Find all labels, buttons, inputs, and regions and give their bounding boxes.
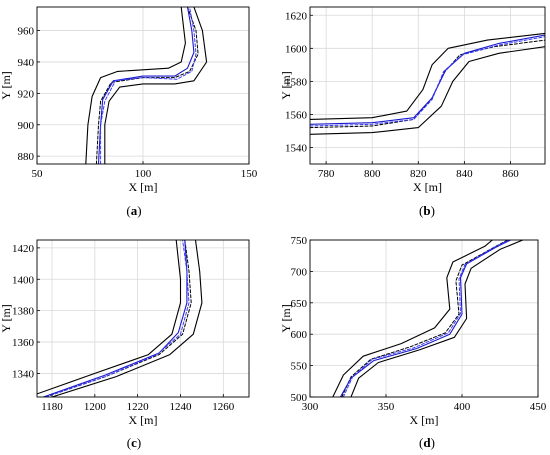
y-tick-label: 650 xyxy=(291,298,308,310)
y-tick-label: 1400 xyxy=(12,274,35,286)
y-tick-label: 1380 xyxy=(12,306,35,318)
y-tick-label: 1540 xyxy=(285,142,308,154)
axes-box xyxy=(36,239,250,398)
x-tick-label: 1240 xyxy=(169,401,192,413)
x-tick-label: 400 xyxy=(454,401,471,413)
x-tick-label: 50 xyxy=(32,168,44,180)
y-tick-label: 500 xyxy=(291,392,308,404)
y-axis-label: Y [m] xyxy=(0,304,13,333)
x-tick-label: 860 xyxy=(502,168,519,180)
panel-d: 300 350 400 450 500 550 600 650 700 750 X [m] Y [m]… xyxy=(279,235,547,450)
series-line-black-solid xyxy=(85,7,186,164)
y-tick-label: 1560 xyxy=(285,109,308,121)
series-line-black-solid xyxy=(104,7,208,164)
y-tick-label: 900 xyxy=(18,120,35,132)
panel-caption: (d) xyxy=(419,435,435,450)
y-tick-label: 1580 xyxy=(285,76,308,88)
y-axis-label: Y [m] xyxy=(279,71,293,100)
y-tick-label: 750 xyxy=(291,235,308,247)
y-tick-label: 940 xyxy=(18,57,35,69)
series-line-blue-dashed xyxy=(342,240,510,397)
x-axis-label: X [m] xyxy=(410,413,439,427)
x-tick-label: 1180 xyxy=(41,401,63,413)
y-tick-label: 550 xyxy=(291,361,308,373)
series-line-black-solid xyxy=(51,240,203,397)
x-tick-label: 840 xyxy=(456,168,473,180)
y-tick-label: 1360 xyxy=(12,337,35,349)
y-tick-label: 1340 xyxy=(12,368,35,380)
panel-caption: (a) xyxy=(126,203,141,218)
panel-caption: (b) xyxy=(419,203,435,218)
series-line-blue-dashed xyxy=(45,240,190,397)
x-tick-label: 150 xyxy=(241,168,258,180)
y-axis-label: Y [m] xyxy=(279,304,293,333)
series-line-blue-dashed xyxy=(310,36,545,127)
series-group xyxy=(310,32,545,135)
x-tick-label: 1260 xyxy=(212,401,235,413)
y-tick-label: 700 xyxy=(291,266,308,278)
y-tick-label: 960 xyxy=(18,26,35,38)
series-line-blue-solid xyxy=(339,240,512,397)
y-tick-label: 600 xyxy=(291,329,308,341)
x-tick-label: 300 xyxy=(302,401,319,413)
series-line-black-solid xyxy=(37,240,182,395)
y-tick-label: 880 xyxy=(18,151,35,163)
panel-b: 780 800 820 840 860 1540 1560 1580 1600 1620 X [m]… xyxy=(279,6,546,218)
series-line-blue-solid xyxy=(97,7,195,164)
y-tick-label: 920 xyxy=(18,88,35,100)
series-group xyxy=(37,240,203,397)
x-tick-label: 780 xyxy=(318,168,335,180)
x-tick-label: 1200 xyxy=(84,401,107,413)
x-tick-label: 450 xyxy=(530,401,547,413)
x-axis-label: X [m] xyxy=(413,180,442,194)
series-line-black-dashed xyxy=(95,7,199,164)
x-tick-label: 100 xyxy=(135,168,152,180)
series-line-blue-solid xyxy=(42,240,188,397)
y-axis-label: Y [m] xyxy=(0,71,13,100)
series-line-blue-dashed xyxy=(100,7,197,164)
y-tick-label: 1620 xyxy=(285,10,308,22)
panel-c: 1180 1200 1220 1240 1260 1340 1360 1380 1400 1420… xyxy=(0,239,250,450)
x-tick-label: 1220 xyxy=(127,401,150,413)
series-group xyxy=(85,7,208,164)
series-line-black-solid xyxy=(310,46,545,135)
y-tick-label: 1420 xyxy=(12,243,35,255)
series-line-black-dashed xyxy=(341,240,509,397)
series-group xyxy=(332,240,524,397)
axes-box xyxy=(309,239,539,398)
series-line-black-solid xyxy=(350,240,524,397)
panel-a: 50 100 150 880 900 920 940 960 X [m] Y [m] (a) xyxy=(0,6,258,218)
y-tick-label: 1600 xyxy=(285,43,308,55)
x-tick-label: 350 xyxy=(378,401,395,413)
series-line-black-solid xyxy=(332,240,493,397)
x-axis-label: X [m] xyxy=(129,180,158,194)
series-line-black-solid xyxy=(310,32,545,120)
x-tick-label: 800 xyxy=(364,168,381,180)
x-axis-label: X [m] xyxy=(129,413,158,427)
panel-caption: (c) xyxy=(127,435,141,450)
x-tick-label: 820 xyxy=(410,168,427,180)
axes-box xyxy=(309,6,546,165)
